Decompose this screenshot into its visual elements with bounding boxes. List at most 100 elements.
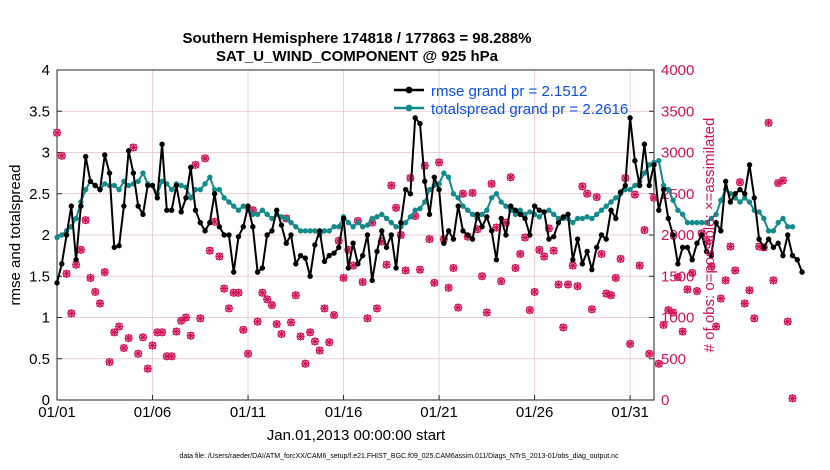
obs-assimilated-mark xyxy=(516,249,525,258)
rmse-point xyxy=(474,211,480,218)
obs-assimilated-mark xyxy=(110,328,119,337)
totalspread-point xyxy=(765,228,772,234)
obs-assimilated-mark xyxy=(162,352,171,361)
totalspread-point xyxy=(445,174,452,180)
totalspread-point xyxy=(627,186,633,193)
rmse-point xyxy=(770,244,777,251)
rmse-point xyxy=(445,228,452,234)
totalspread-point xyxy=(503,203,509,209)
totalspread-point xyxy=(703,219,710,226)
obs-possible-mark xyxy=(602,289,611,298)
obs-possible-mark xyxy=(339,273,348,282)
rmse-point xyxy=(465,232,471,238)
rmse-point xyxy=(374,248,380,255)
x-axis-ticks: 01/01 01/06 01/11 01/16 01/21 01/26 01/31 xyxy=(38,395,649,421)
obs-assimilated-mark xyxy=(506,173,515,182)
obs-assimilated-mark xyxy=(640,226,649,235)
obs-assimilated-mark xyxy=(224,304,233,313)
obs-assimilated-mark xyxy=(105,358,114,367)
obs-assimilated-mark xyxy=(62,269,71,278)
totalspread-point xyxy=(789,224,796,230)
rmse-point xyxy=(708,252,715,259)
obs-assimilated-mark xyxy=(153,328,162,337)
obs-assimilated-mark xyxy=(415,265,424,274)
rmse-point xyxy=(417,120,423,127)
totalspread-point xyxy=(780,215,786,222)
totalspread-point xyxy=(254,211,261,218)
obs-possible-mark xyxy=(564,280,572,289)
legend-rmse-label: rmse grand pr = 2.1512 xyxy=(431,83,587,100)
totalspread-point xyxy=(641,170,648,176)
left-tick-label: 3 xyxy=(42,145,50,162)
obs-assimilated-mark xyxy=(115,322,124,331)
obs-possible-mark xyxy=(425,235,434,244)
obs-possible-mark xyxy=(205,246,214,255)
obs-possible-mark xyxy=(124,334,133,343)
rmse-point xyxy=(780,252,786,259)
totalspread-point xyxy=(59,232,65,238)
obs-possible-mark xyxy=(129,143,138,152)
obs-assimilated-mark xyxy=(683,285,692,294)
rmse-point xyxy=(407,191,414,197)
totalspread-point xyxy=(302,228,309,234)
rmse-point xyxy=(627,115,633,121)
rmse-point xyxy=(283,240,289,246)
rmse-point xyxy=(216,224,223,230)
obs-possible-mark xyxy=(201,154,210,163)
obs-assimilated-mark xyxy=(764,118,773,127)
obs-assimilated-mark xyxy=(86,273,95,282)
rmse-point xyxy=(493,257,500,263)
totalspread-point xyxy=(527,209,533,215)
rmse-point xyxy=(503,232,509,238)
obs-possible-mark xyxy=(162,352,171,361)
obs-possible-mark xyxy=(263,295,272,304)
rmse-point xyxy=(226,232,232,238)
obs-assimilated-mark xyxy=(196,314,205,323)
left-axis-label: rmse and totalspread xyxy=(7,165,24,306)
rmse-point xyxy=(297,252,304,259)
title-line-2: SAT_U_WIND_COMPONENT @ 925 hPa xyxy=(216,48,499,65)
obs-assimilated-mark xyxy=(177,316,186,325)
rmse-point xyxy=(450,236,457,242)
obs-assimilated-mark xyxy=(554,280,563,289)
totalspread-point xyxy=(288,219,294,226)
obs-possible-mark xyxy=(468,188,477,197)
obs-possible-mark xyxy=(315,346,324,355)
totalspread-point xyxy=(699,219,705,226)
obs-assimilated-mark xyxy=(330,311,339,320)
totalspread-point xyxy=(125,182,132,189)
rmse-point xyxy=(584,248,590,255)
obs-possible-mark xyxy=(296,332,305,341)
totalspread-point xyxy=(689,219,695,226)
obs-assimilated-mark xyxy=(592,193,601,202)
totalspread-point xyxy=(593,211,600,218)
obs-possible-mark xyxy=(119,344,128,352)
rmse-point xyxy=(441,240,447,246)
obs-assimilated-mark xyxy=(707,262,716,271)
rmse-point xyxy=(670,232,676,238)
obs-assimilated-mark xyxy=(530,287,539,296)
obs-possible-mark xyxy=(597,250,606,258)
totalspread-point xyxy=(584,214,590,220)
rmse-point xyxy=(178,209,184,215)
rmse-point xyxy=(469,236,476,242)
rmse-point xyxy=(116,243,122,249)
right-tick-label: 4000 xyxy=(661,62,694,79)
rmse-point xyxy=(613,215,619,222)
obs-assimilated-mark xyxy=(191,160,200,169)
obs-assimilated-mark xyxy=(315,346,324,355)
rmse-point xyxy=(326,252,332,259)
obs-assimilated-mark xyxy=(544,224,553,233)
totalspread-point xyxy=(283,215,289,222)
rmse-point xyxy=(522,215,528,222)
totalspread-point xyxy=(369,215,375,222)
totalspread-point xyxy=(264,211,270,218)
rmse-point xyxy=(269,228,275,234)
left-tick-label: 1 xyxy=(42,310,50,327)
obs-assimilated-mark xyxy=(497,277,506,286)
totalspread-point xyxy=(469,211,476,218)
obs-assimilated-mark xyxy=(291,291,300,300)
obs-possible-mark xyxy=(186,331,195,340)
rmse-point xyxy=(106,170,113,176)
obs-possible-mark xyxy=(549,246,558,255)
